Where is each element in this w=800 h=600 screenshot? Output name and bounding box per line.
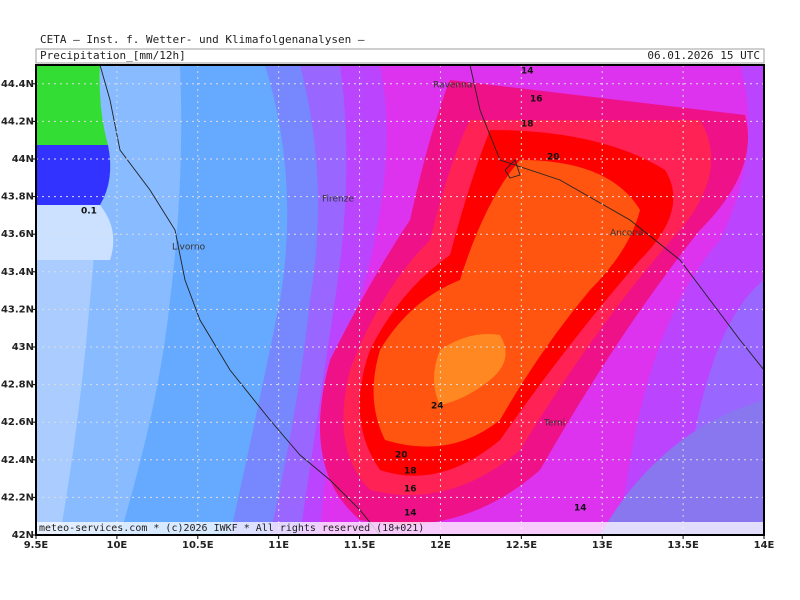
lat-label: 44.2N	[1, 116, 34, 127]
title-bar	[35, 48, 765, 64]
lon-label: 9.5E	[24, 540, 49, 551]
lon-label: 14E	[754, 540, 775, 551]
graticule	[36, 65, 764, 535]
lon-label: 12E	[430, 540, 451, 551]
lat-label: 42.8N	[1, 380, 34, 391]
lon-label: 13.5E	[667, 540, 699, 551]
contour-label: 14	[404, 509, 417, 519]
place-label: Ravenna	[433, 81, 472, 91]
lat-label: 43.4N	[1, 267, 34, 278]
contour-label: 14	[521, 67, 534, 77]
lon-label: 11.5E	[344, 540, 376, 551]
lat-label: 44.4N	[1, 79, 34, 90]
contour-label: 18	[404, 467, 417, 477]
place-label: Ancona	[610, 229, 644, 239]
lon-label: 10.5E	[182, 540, 214, 551]
lat-label: 43.2N	[1, 304, 34, 315]
contour-label: 24	[431, 402, 444, 412]
lat-label: 42N	[12, 530, 34, 541]
valid-time: 06.01.2026 15 UTC	[647, 49, 760, 62]
lon-label: 11E	[268, 540, 289, 551]
contour-label: 20	[395, 451, 408, 461]
contour-label: 14	[574, 504, 587, 514]
institute: CETA — Inst. f. Wetter- und Klimafolgena…	[40, 33, 365, 46]
lat-label: 44N	[12, 154, 34, 165]
place-label: Terni	[543, 419, 565, 429]
footer-band	[37, 522, 763, 534]
contour-label: 18	[521, 120, 534, 130]
contour-label: 16	[404, 485, 417, 495]
lat-label: 43.8N	[1, 192, 34, 203]
lat-label: 43N	[12, 342, 34, 353]
precip-field	[36, 65, 764, 535]
lat-label: 43.6N	[1, 229, 34, 240]
footer: meteo-services.com * (c)2026 IWKF * All …	[39, 523, 424, 534]
contour-label: 0.1	[81, 207, 97, 217]
lon-label: 10E	[107, 540, 128, 551]
map-frame	[35, 64, 765, 536]
axes: 9.5E 10E 10.5E 11E 11.5E 12E 12.5E 13E 13.5E 14E 4…	[1, 79, 775, 551]
product: Precipitation_[mm/12h]	[40, 49, 186, 62]
lat-label: 42.2N	[1, 492, 34, 503]
contour-label: 20	[547, 153, 560, 163]
lat-label: 42.4N	[1, 455, 34, 466]
lon-label: 13E	[592, 540, 613, 551]
lat-label: 42.6N	[1, 417, 34, 428]
lon-label: 12.5E	[506, 540, 538, 551]
place-label: Firenze	[322, 195, 354, 205]
contour-label: 16	[530, 95, 543, 105]
place-label: Livorno	[172, 243, 206, 253]
